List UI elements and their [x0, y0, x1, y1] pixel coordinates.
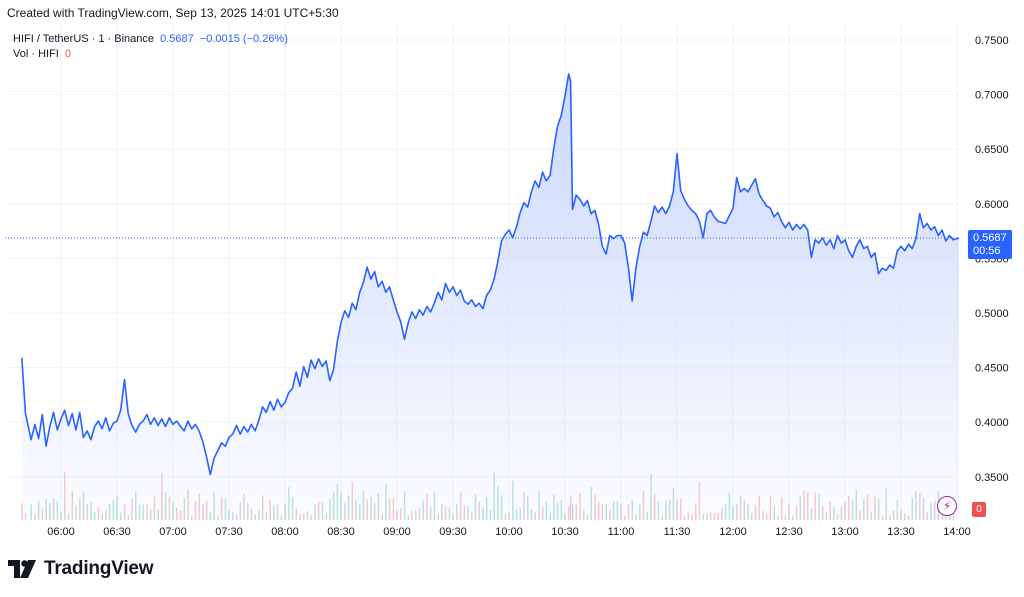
time-tick-label: 12:30: [775, 526, 803, 538]
tradingview-logo[interactable]: TradingView: [8, 558, 154, 580]
last-price-tag: 0.5687 00:56: [968, 230, 1012, 259]
time-tick-label: 08:00: [271, 526, 299, 538]
time-tick-label: 10:00: [495, 526, 523, 538]
time-tick-label: 13:00: [831, 526, 859, 538]
lightning-icon[interactable]: ⚡: [937, 496, 957, 516]
time-axis: 06:00 06:30 07:00 07:30 08:00 08:30 09:00 09:30…: [47, 526, 971, 538]
price-tick-label: 0.6500: [975, 144, 1009, 156]
symbol-title[interactable]: HIFI / TetherUS · 1 · Binance: [13, 33, 155, 45]
volume-label[interactable]: Vol · HIFI: [13, 48, 59, 60]
price-tick-label: 0.5000: [975, 308, 1009, 320]
time-tick-label: 14:00: [943, 526, 971, 538]
price-line: [21, 73, 960, 476]
tv-logo-icon: [8, 560, 36, 578]
time-tick-label: 12:00: [719, 526, 747, 538]
time-tick-label: 06:30: [103, 526, 131, 538]
price-axis: 0.75000.70000.65000.60000.55000.50000.45…: [975, 35, 1009, 484]
countdown-timer: 00:56: [973, 245, 1001, 257]
chart-credit: Created with TradingView.com, Sep 13, 20…: [7, 6, 339, 20]
time-tick-label: 07:30: [215, 526, 243, 538]
last-price-value: 0.5687: [160, 33, 194, 45]
time-tick-label: 09:00: [383, 526, 411, 538]
price-tick-label: 0.7500: [975, 35, 1009, 47]
brand-name: TradingView: [44, 558, 154, 579]
time-tick-label: 11:30: [664, 526, 691, 538]
volume-tag: 0: [972, 502, 986, 517]
price-change: −0.0015 (−0.26%): [199, 33, 288, 45]
time-tick-label: 11:00: [608, 526, 635, 538]
volume-value: 0: [64, 48, 72, 60]
time-tick-label: 08:30: [327, 526, 355, 538]
price-tick-label: 0.4500: [975, 363, 1009, 375]
price-tick-label: 0.3500: [975, 472, 1009, 484]
symbol-legend[interactable]: HIFI / TetherUS · 1 · Binance 0.5687 −0.…: [13, 33, 288, 45]
time-tick-label: 06:00: [47, 526, 75, 538]
price-tick-label: 0.4000: [975, 417, 1009, 429]
time-tick-label: 09:30: [439, 526, 467, 538]
time-tick-label: 07:00: [159, 526, 187, 538]
price-area-fill: [21, 73, 959, 521]
volume-legend[interactable]: Vol · HIFI 0: [13, 48, 71, 60]
price-tick-label: 0.7000: [975, 90, 1009, 102]
time-tick-label: 13:30: [887, 526, 915, 538]
last-price-tag-value: 0.5687: [973, 232, 1007, 244]
price-tick-label: 0.6000: [975, 199, 1009, 211]
time-tick-label: 10:30: [551, 526, 579, 538]
